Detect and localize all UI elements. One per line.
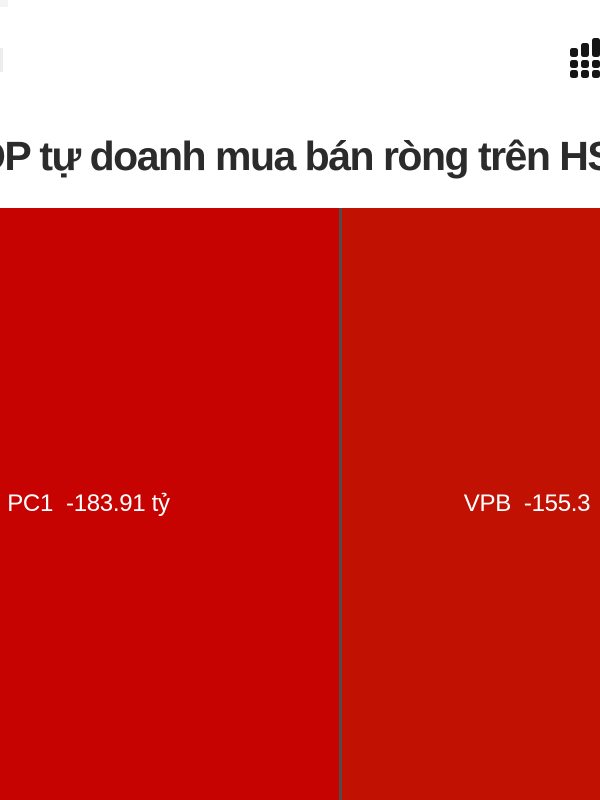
stats-icon-dot	[581, 70, 589, 78]
stats-icon-dot	[592, 70, 600, 78]
stats-icon-bar-short	[570, 48, 578, 57]
cell-ticker: PC1	[7, 490, 54, 517]
treemap: PC1 -183.91 tỷ VPB -155.3	[0, 208, 600, 800]
stats-icon-dot	[570, 60, 578, 68]
stats-icon-bar-tall	[592, 38, 600, 57]
cell-ticker: VPB	[463, 490, 511, 517]
cropped-corner-fragment	[0, 0, 8, 7]
stats-icon-dot	[592, 60, 600, 68]
stats-icon[interactable]	[570, 38, 600, 78]
cell-value: -183.91 tỷ	[66, 490, 170, 517]
stats-icon-dot	[581, 60, 589, 68]
treemap-cell-pc1[interactable]: PC1 -183.91 tỷ	[0, 208, 339, 800]
cell-value: -155.3	[523, 490, 591, 517]
stats-icon-dot	[570, 70, 578, 78]
chart-title: OP tự doanh mua bán ròng trên HS	[0, 133, 600, 179]
cropped-icon-fragment	[0, 48, 3, 72]
treemap-cell-vpb[interactable]: VPB -155.3	[342, 208, 600, 800]
stats-icon-bar-medium	[581, 43, 589, 57]
